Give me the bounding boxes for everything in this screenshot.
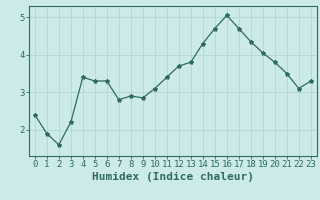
X-axis label: Humidex (Indice chaleur): Humidex (Indice chaleur)	[92, 172, 254, 182]
